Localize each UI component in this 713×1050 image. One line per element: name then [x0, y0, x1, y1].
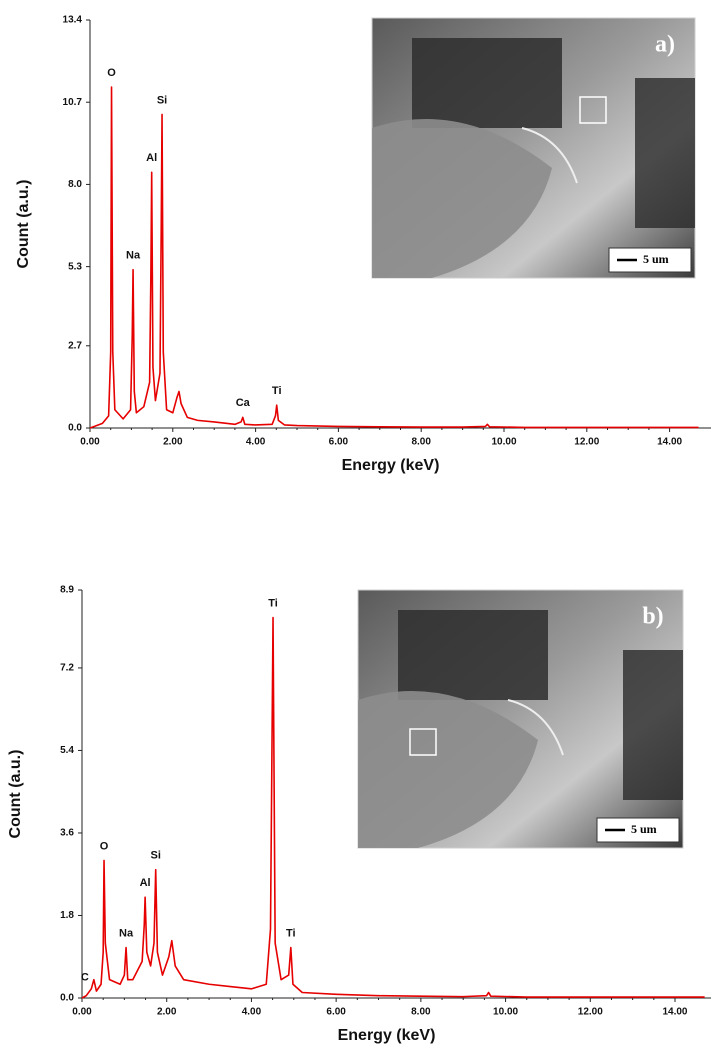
y-tick-label: 5.4 — [60, 745, 74, 756]
y-tick-label: 7.2 — [60, 663, 74, 674]
x-axis-title: Energy (keV) — [338, 1027, 436, 1044]
x-axis-title: Energy (keV) — [342, 457, 440, 474]
y-tick-label: 2.7 — [68, 340, 82, 351]
x-tick-label: 6.00 — [329, 437, 349, 448]
scale-bar-label: 5 um — [643, 252, 669, 266]
peak-label: O — [100, 840, 109, 852]
panel-label: b) — [642, 604, 663, 630]
y-tick-label: 5.3 — [68, 261, 82, 272]
sem-dark-right — [623, 650, 683, 800]
y-tick-label: 0.0 — [68, 423, 82, 434]
scale-bar-label: 5 um — [631, 822, 657, 836]
y-axis-title: Count (a.u.) — [15, 180, 32, 269]
peak-label: Al — [140, 877, 151, 889]
x-tick-label: 2.00 — [157, 1007, 177, 1018]
sem-grain — [372, 119, 552, 278]
y-tick-label: 8.9 — [60, 585, 74, 596]
sem-selection-box — [409, 728, 437, 756]
y-tick-label: 0.0 — [60, 993, 74, 1004]
sem-dark-region — [398, 610, 548, 700]
x-tick-label: 4.00 — [242, 1007, 262, 1018]
x-tick-label: 0.00 — [80, 437, 100, 448]
x-tick-label: 2.00 — [163, 437, 183, 448]
spectrum — [89, 86, 699, 429]
sem-grain — [358, 691, 538, 848]
peak-label: Ti — [268, 597, 278, 609]
peak-label: Ti — [272, 385, 282, 397]
x-tick-label: 10.00 — [493, 1007, 518, 1018]
x-tick-label: 8.00 — [411, 1007, 431, 1018]
x-tick-label: 8.00 — [411, 437, 431, 448]
x-tick-label: 14.00 — [662, 1007, 687, 1018]
sem-dark-right — [635, 78, 695, 228]
y-tick-label: 10.7 — [63, 97, 83, 108]
y-tick-label: 3.6 — [60, 828, 74, 839]
peak-label: Na — [119, 927, 134, 939]
sem-ridge — [507, 699, 564, 756]
x-tick-label: 0.00 — [72, 1007, 92, 1018]
x-tick-label: 14.00 — [657, 437, 682, 448]
peak-label: Al — [146, 152, 157, 164]
y-tick-label: 1.8 — [60, 910, 74, 921]
x-tick-label: 6.00 — [326, 1007, 346, 1018]
panel-label: a) — [655, 32, 675, 58]
peak-label: Na — [126, 250, 141, 262]
x-tick-label: 4.00 — [246, 437, 266, 448]
sem-dark-region — [412, 38, 562, 128]
x-tick-label: 12.00 — [578, 1007, 603, 1018]
peak-label: Si — [157, 94, 167, 106]
peak-label: Ca — [236, 397, 251, 409]
sem-selection-box — [579, 96, 607, 124]
peak-label: O — [107, 67, 116, 79]
sem-ridge — [521, 127, 578, 184]
x-tick-label: 10.00 — [491, 437, 516, 448]
spectrum — [81, 616, 705, 999]
x-tick-label: 12.00 — [574, 437, 599, 448]
y-tick-label: 13.4 — [63, 15, 83, 26]
y-axis-title: Count (a.u.) — [7, 750, 24, 839]
peak-label: C — [81, 972, 89, 984]
y-tick-label: 8.0 — [68, 179, 82, 190]
peak-label: Si — [150, 850, 160, 862]
peak-label: Ti — [286, 927, 296, 939]
